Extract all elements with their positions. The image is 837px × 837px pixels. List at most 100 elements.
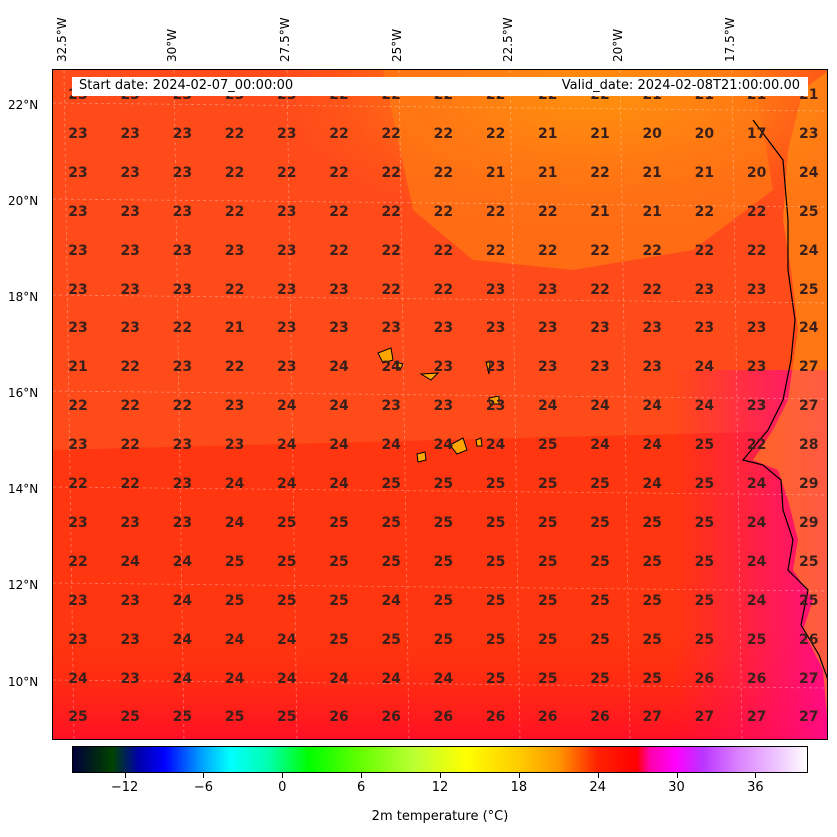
grid-value: 23 (642, 359, 662, 376)
grid-value: 22 (381, 203, 401, 220)
grid-value: 25 (433, 631, 454, 648)
grid-value: 23 (172, 476, 193, 492)
grid-value: 27 (799, 670, 819, 687)
colorbar (72, 746, 808, 773)
grid-value: 23 (172, 437, 193, 454)
grid-value: 23 (590, 320, 610, 337)
grid-value: 23 (277, 125, 297, 142)
colorbar-tick-label: 18 (510, 780, 528, 795)
grid-value: 26 (799, 631, 819, 648)
grid-value: 24 (381, 592, 401, 609)
grid-value: 23 (120, 631, 140, 648)
grid-value: 25 (590, 553, 610, 570)
grid-value: 21 (642, 203, 662, 220)
grid-value: 20 (694, 125, 715, 142)
start-date: Start date: 2024-02-07_00:00:00 (79, 78, 294, 93)
grid-value: 22 (642, 242, 662, 259)
latitude-label: 14°N (8, 482, 39, 496)
grid-value: 23 (120, 125, 140, 142)
grid-value: 22 (329, 203, 349, 220)
grid-value: 22 (538, 242, 558, 259)
colorbar-tick-mark (124, 773, 126, 778)
grid-value: 24 (799, 320, 819, 337)
grid-value: 23 (694, 281, 715, 298)
grid-value: 22 (68, 553, 88, 570)
grid-value: 23 (485, 281, 506, 298)
colorbar-tick-label: 6 (357, 780, 366, 795)
grid-value: 24 (746, 476, 767, 492)
grid-value: 24 (329, 476, 349, 492)
grid-value: 24 (224, 670, 245, 687)
latitude-label: 18°N (8, 290, 39, 304)
grid-value: 27 (799, 709, 819, 726)
grid-value: 22 (329, 242, 349, 259)
grid-value: 23 (172, 242, 193, 259)
grid-value: 24 (224, 514, 245, 531)
grid-value: 24 (381, 670, 401, 687)
grid-value: 28 (799, 437, 819, 454)
grid-value: 25 (799, 281, 819, 298)
grid-value: 27 (642, 709, 662, 726)
grid-value: 25 (277, 553, 297, 570)
grid-value: 23 (68, 125, 88, 142)
grid-value: 25 (642, 514, 662, 531)
grid-value: 23 (277, 281, 297, 298)
grid-value: 25 (746, 631, 767, 648)
grid-value: 23 (224, 242, 245, 259)
grid-value: 25 (694, 631, 715, 648)
grid-value: 25 (799, 553, 819, 570)
grid-value: 24 (277, 476, 297, 492)
grid-value: 24 (381, 437, 401, 454)
grid-value: 22 (538, 203, 558, 220)
grid-value: 24 (120, 553, 140, 570)
grid-value: 22 (590, 242, 610, 259)
grid-value: 25 (329, 514, 349, 531)
land-africa (753, 71, 827, 718)
grid-value: 25 (694, 476, 715, 492)
grid-value: 25 (381, 631, 401, 648)
grid-value: 25 (538, 514, 558, 531)
colorbar-tick-mark (282, 773, 284, 778)
grid-value: 23 (433, 320, 454, 337)
grid-value: 27 (799, 398, 819, 415)
grid-value: 24 (172, 553, 193, 570)
grid-value: 21 (538, 125, 558, 142)
grid-value: 25 (485, 592, 506, 609)
longitude-label: 20°W (611, 28, 625, 62)
longitude-label: 25°W (390, 28, 404, 62)
grid-value: 24 (799, 164, 819, 181)
grid-value: 22 (694, 242, 715, 259)
grid-value: 23 (642, 320, 662, 337)
colorbar-tick-mark (597, 773, 599, 778)
grid-value: 23 (694, 320, 715, 337)
latitude-label: 20°N (8, 194, 39, 208)
grid-value: 25 (329, 631, 349, 648)
colorbar-tick-label: −6 (193, 780, 214, 795)
grid-value: 24 (381, 359, 401, 376)
grid-value: 26 (746, 670, 767, 687)
cool-tongue (383, 70, 773, 270)
grid-value: 22 (224, 203, 245, 220)
grid-value: 22 (120, 476, 140, 492)
grid-value: 25 (485, 631, 506, 648)
grid-value: 23 (485, 398, 506, 415)
grid-value: 24 (694, 398, 715, 415)
grid-value: 25 (694, 592, 715, 609)
grid-value: 29 (799, 476, 819, 492)
grid-value: 25 (590, 592, 610, 609)
grid-value: 23 (799, 125, 819, 142)
grid-value: 25 (485, 670, 506, 687)
colorbar-tick-label: 12 (431, 780, 449, 795)
grid-value: 25 (224, 592, 245, 609)
colorbar-tick-label: 36 (747, 780, 764, 795)
grid-value: 23 (120, 203, 140, 220)
grid-value: 25 (433, 553, 454, 570)
grid-value: 29 (799, 514, 819, 531)
grid-value: 25 (538, 631, 558, 648)
grid-value: 23 (224, 398, 245, 415)
grid-value: 25 (485, 476, 506, 492)
grid-value: 23 (433, 359, 454, 376)
grid-value: 24 (746, 514, 767, 531)
grid-value: 24 (694, 359, 715, 376)
